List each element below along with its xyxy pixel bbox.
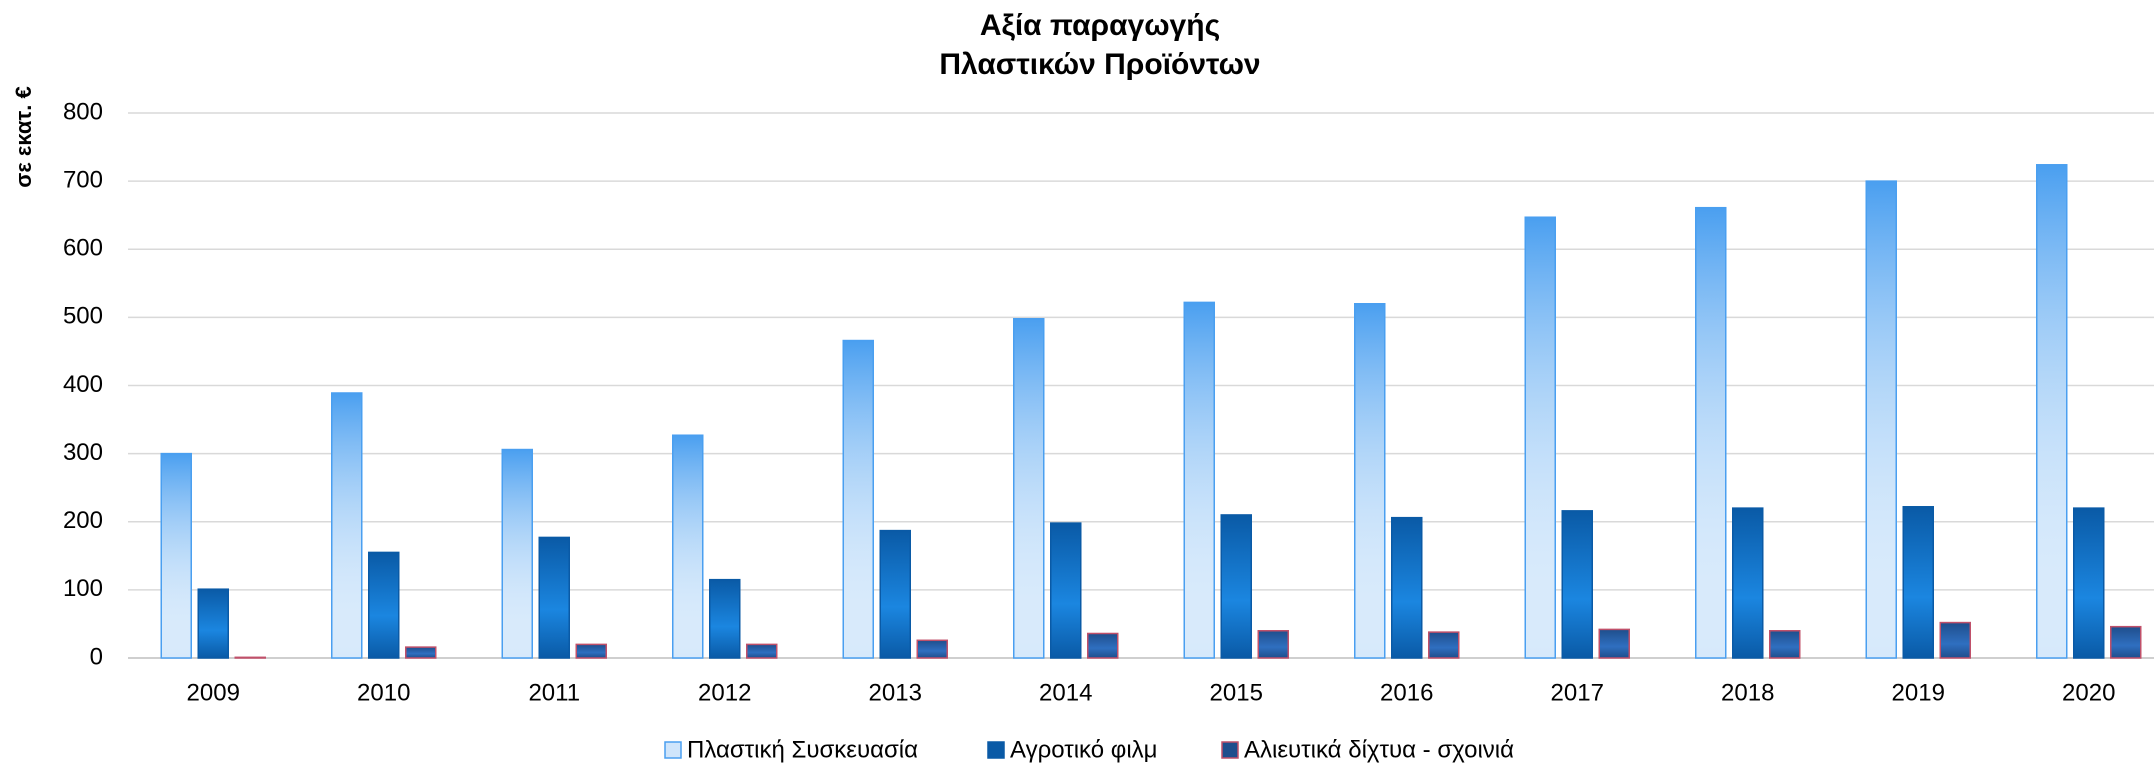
y-tick-label: 800 bbox=[63, 98, 103, 125]
bar bbox=[709, 578, 741, 659]
x-tick-label: 2012 bbox=[698, 679, 751, 706]
bar bbox=[1561, 510, 1593, 659]
chart-title: Αξία παραγωγής bbox=[980, 9, 1220, 42]
legend-swatch bbox=[664, 741, 682, 759]
bar bbox=[1013, 317, 1045, 659]
bar bbox=[2036, 164, 2068, 659]
x-tick-label: 2017 bbox=[1551, 679, 1604, 706]
bar bbox=[575, 643, 607, 659]
bar bbox=[501, 448, 533, 659]
legend-swatch bbox=[987, 741, 1005, 759]
bar bbox=[1524, 216, 1556, 659]
bar bbox=[1939, 621, 1971, 659]
bar bbox=[405, 646, 437, 659]
bar bbox=[1902, 506, 1934, 659]
bar bbox=[197, 588, 229, 659]
bar bbox=[879, 529, 911, 659]
bar bbox=[1354, 303, 1386, 659]
bar bbox=[1695, 206, 1727, 659]
bar bbox=[1428, 631, 1460, 659]
x-tick-label: 2018 bbox=[1721, 679, 1774, 706]
bar bbox=[2110, 625, 2142, 659]
bar bbox=[916, 639, 948, 659]
legend-label: Πλαστική Συσκευασία bbox=[687, 736, 918, 763]
chart-title: Πλαστικών Προϊόντων bbox=[939, 48, 1260, 81]
y-tick-label: 200 bbox=[63, 507, 103, 534]
bar bbox=[1050, 522, 1082, 659]
y-tick-label: 100 bbox=[63, 575, 103, 602]
legend-swatch bbox=[1221, 741, 1239, 759]
x-tick-label: 2020 bbox=[2062, 679, 2115, 706]
bar bbox=[331, 392, 363, 659]
bar bbox=[1391, 516, 1423, 659]
bar bbox=[1769, 630, 1801, 659]
bar bbox=[368, 551, 400, 659]
bar bbox=[1257, 630, 1289, 659]
x-tick-label: 2011 bbox=[528, 679, 580, 706]
bar bbox=[672, 434, 704, 659]
x-tick-label: 2014 bbox=[1039, 679, 1092, 706]
legend-label: Αγροτικό φιλμ bbox=[1010, 736, 1158, 763]
legend-label: Αλιευτικά δίχτυα - σχοινιά bbox=[1244, 736, 1514, 763]
y-tick-label: 300 bbox=[63, 439, 103, 466]
x-tick-label: 2016 bbox=[1380, 679, 1433, 706]
x-tick-label: 2015 bbox=[1210, 679, 1263, 706]
bar bbox=[1598, 628, 1630, 659]
bar bbox=[538, 536, 570, 659]
bar bbox=[1732, 507, 1764, 659]
y-tick-label: 0 bbox=[90, 643, 103, 670]
bar bbox=[1220, 514, 1252, 659]
y-tick-label: 700 bbox=[63, 166, 103, 193]
x-tick-label: 2019 bbox=[1892, 679, 1945, 706]
bar bbox=[1183, 301, 1215, 659]
y-tick-label: 400 bbox=[63, 371, 103, 398]
bar bbox=[746, 643, 778, 659]
x-tick-label: 2010 bbox=[357, 679, 410, 706]
bar bbox=[1087, 632, 1119, 659]
bar bbox=[234, 656, 266, 659]
bar bbox=[160, 452, 192, 659]
bar bbox=[842, 339, 874, 659]
bar bbox=[1865, 180, 1897, 659]
x-tick-label: 2013 bbox=[869, 679, 922, 706]
x-tick-label: 2009 bbox=[187, 679, 240, 706]
y-axis-label: σε εκατ. € bbox=[11, 86, 36, 187]
y-tick-label: 600 bbox=[63, 235, 103, 262]
bar bbox=[2073, 507, 2105, 659]
y-tick-label: 500 bbox=[63, 303, 103, 330]
